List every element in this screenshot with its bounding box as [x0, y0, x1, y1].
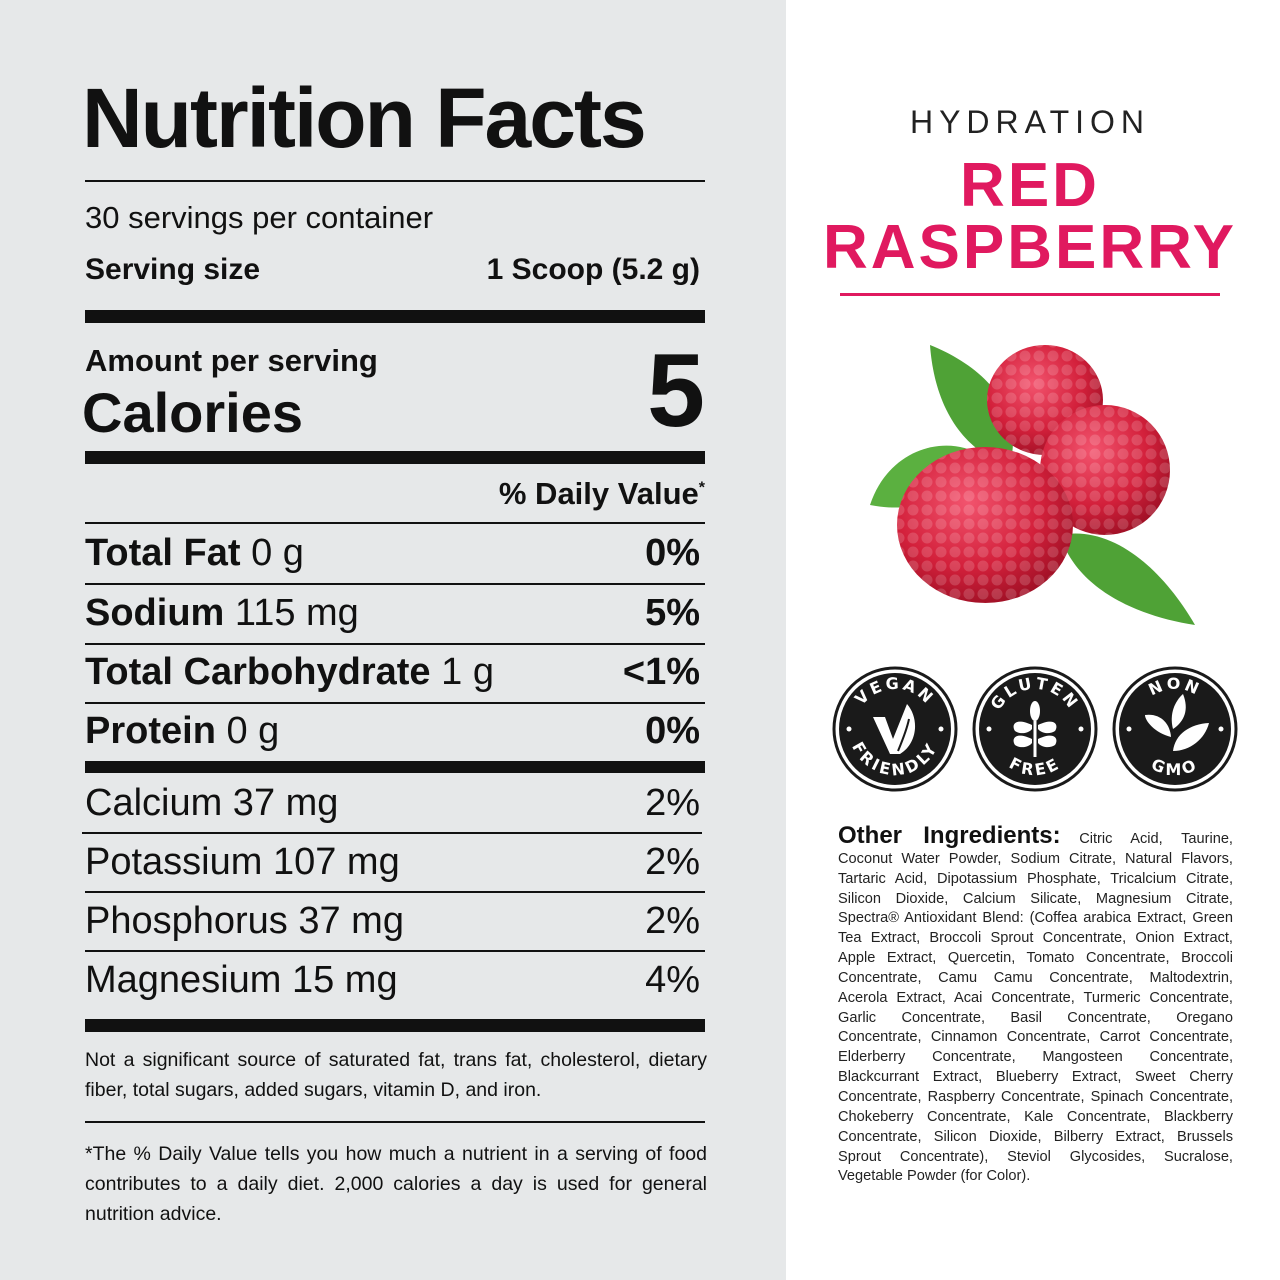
- mineral-label: Phosphorus 37 mg: [85, 900, 404, 942]
- mineral-label: Magnesium 15 mg: [85, 959, 398, 1001]
- mineral-row: Magnesium 15 mg 4%: [85, 959, 700, 1002]
- nutrient-name: Total Carbohydrate: [85, 651, 431, 693]
- divider-thick: [85, 310, 705, 323]
- nutrient-dv: 5%: [645, 592, 700, 634]
- divider: [85, 583, 705, 585]
- calories-label: Calories: [82, 381, 303, 444]
- nutrient-row: Sodium 115 mg 5%: [85, 592, 700, 635]
- other-ingredients: Other Ingredients: Citric Acid, Taurine,…: [838, 824, 1233, 1187]
- divider-thick: [85, 1019, 705, 1032]
- serving-size-value: 1 Scoop (5.2 g): [486, 253, 700, 286]
- mineral-row: Phosphorus 37 mg 2%: [85, 900, 700, 943]
- nutrient-amount: 1 g: [441, 651, 494, 693]
- raspberry: [897, 447, 1073, 603]
- vegan-leaf-check-icon: [873, 704, 916, 754]
- divider: [85, 1121, 705, 1123]
- nutrient-dv: 0%: [645, 532, 700, 574]
- nutrient-dv: 0%: [645, 710, 700, 752]
- footnote-not-significant: Not a significant source of saturated fa…: [85, 1049, 707, 1101]
- badge-gluten: GLUTEN FREE: [972, 666, 1098, 792]
- mineral-dv: 2%: [645, 782, 700, 824]
- divider: [82, 832, 702, 834]
- footnote-daily-value: *The % Daily Value tells you how much a …: [85, 1143, 707, 1225]
- divider: [85, 891, 705, 893]
- nutrient-name: Sodium: [85, 592, 225, 634]
- mineral-row: Calcium 37 mg 2%: [85, 782, 700, 825]
- divider: [85, 180, 705, 182]
- serving-size-row: Serving size 1 Scoop (5.2 g): [85, 253, 700, 287]
- mineral-label: Calcium 37 mg: [85, 782, 339, 824]
- servings-per-container: 30 servings per container: [85, 200, 434, 235]
- nutrient-row: Protein 0 g 0%: [85, 710, 700, 753]
- serving-size-label: Serving size: [85, 253, 261, 286]
- nutrient-amount: 115 mg: [234, 592, 359, 634]
- calories-value: 5: [647, 333, 705, 449]
- nutrient-name: Protein: [85, 710, 216, 752]
- ingredients-label: Other Ingredients:: [838, 822, 1061, 849]
- leaf: [1060, 533, 1195, 625]
- raspberry: [1040, 405, 1170, 535]
- asterisk: *: [698, 479, 705, 497]
- nutrient-row: Total Carbohydrate 1 g <1%: [85, 651, 700, 694]
- nutrition-facts-panel: Nutrition Facts 30 servings per containe…: [0, 0, 786, 1280]
- nutrient-row: Total Fat 0 g 0%: [85, 532, 700, 575]
- nutrient-dv: <1%: [622, 651, 700, 693]
- leaves-icon: [1145, 694, 1209, 751]
- mineral-dv: 2%: [645, 900, 700, 942]
- daily-value-text: % Daily Value: [498, 476, 699, 511]
- mineral-dv: 4%: [645, 959, 700, 1001]
- divider: [85, 702, 705, 704]
- divider-thick: [85, 451, 705, 464]
- nutrient-name: Total Fat: [85, 532, 241, 574]
- mineral-dv: 2%: [645, 841, 700, 883]
- nutrient-amount: 0 g: [226, 710, 280, 752]
- leaf: [930, 345, 1013, 465]
- ingredients-text: Citric Acid, Taurine, Coconut Water Powd…: [838, 831, 1233, 1185]
- mineral-label: Potassium 107 mg: [85, 841, 400, 883]
- accent-divider: [840, 293, 1220, 296]
- product-line: HYDRATION: [909, 104, 1151, 140]
- divider: [85, 643, 705, 645]
- mineral-row: Potassium 107 mg 2%: [85, 841, 700, 884]
- amount-per-serving: Amount per serving: [85, 343, 378, 378]
- flavor-line-2: RASPBERRY: [823, 213, 1237, 282]
- nutrition-title: Nutrition Facts: [82, 71, 647, 165]
- badge-vegan: VEGAN FRIENDLY: [832, 666, 958, 792]
- divider: [85, 950, 705, 952]
- daily-value-header: % Daily Value*: [400, 476, 705, 512]
- divider: [85, 522, 705, 524]
- wheat-icon: [1013, 701, 1057, 757]
- divider-thick: [85, 761, 705, 773]
- badge-non: NON GMO: [1112, 666, 1238, 792]
- flavor-line-1: RED: [960, 151, 1100, 220]
- nutrient-amount: 0 g: [251, 532, 304, 574]
- raspberry-image: [870, 345, 1195, 625]
